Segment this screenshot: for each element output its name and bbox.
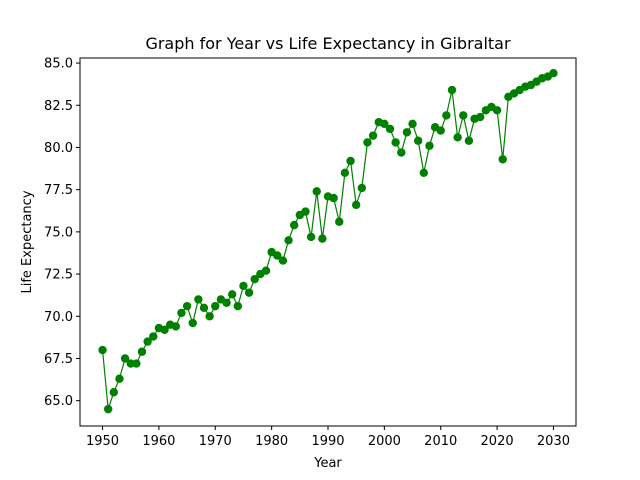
- data-point: [188, 318, 197, 328]
- data-point: [227, 290, 237, 299]
- data-point: [425, 141, 434, 150]
- data-point: [182, 301, 192, 311]
- data-point: [329, 193, 338, 203]
- data-point: [475, 112, 485, 122]
- x-axis: 1950 1960 1970 1980 1990 2000 2010 2020 2030: [86, 426, 570, 449]
- x-axis-label: Year: [313, 456, 342, 471]
- y-tick-label: 72.5: [44, 268, 73, 283]
- data-point: [115, 374, 124, 383]
- data-point: [143, 337, 152, 346]
- data-point: [301, 207, 310, 216]
- data-point: [312, 187, 321, 196]
- data-point: [436, 126, 445, 135]
- data-point: [397, 148, 406, 157]
- data-point: [244, 288, 254, 297]
- data-point: [402, 128, 412, 137]
- data-point: [419, 168, 429, 177]
- data-point: [132, 359, 141, 368]
- x-tick-label: 1990: [311, 434, 344, 449]
- data-point: [391, 138, 400, 147]
- data-point: [385, 124, 395, 134]
- data-point: [289, 220, 299, 230]
- y-tick-label: 70.0: [44, 310, 73, 325]
- data-point: [177, 308, 186, 318]
- data-point: [459, 111, 468, 120]
- data-point: [380, 119, 389, 129]
- data-point: [171, 322, 181, 331]
- data-point: [211, 301, 220, 311]
- y-tick-label: 80.0: [44, 141, 73, 156]
- y-tick-label: 75.0: [44, 225, 73, 240]
- data-point: [453, 133, 462, 142]
- data-point: [284, 236, 293, 245]
- data-point: [239, 281, 248, 291]
- data-point: [273, 251, 282, 260]
- data-point: [222, 298, 231, 307]
- data-point: [205, 312, 214, 321]
- plot-area: [79, 57, 577, 427]
- x-tick-label: 1960: [142, 434, 175, 449]
- x-tick-label: 2020: [481, 434, 514, 449]
- data-points: [98, 68, 558, 414]
- data-point: [120, 354, 130, 363]
- data-point: [408, 119, 417, 129]
- y-tick-label: 85.0: [44, 57, 73, 72]
- data-point: [261, 266, 271, 275]
- data-point: [98, 345, 107, 355]
- data-point: [498, 155, 507, 164]
- x-tick-label: 2010: [424, 434, 457, 449]
- data-point: [109, 388, 119, 397]
- chart-title: Graph for Year vs Life Expectancy in Gib…: [145, 34, 511, 53]
- data-point: [447, 85, 457, 95]
- y-tick-label: 82.5: [44, 99, 73, 114]
- data-point: [368, 131, 378, 140]
- y-axis: 65.0 67.5 70.0 72.5 75.0 77.5 80.0 82.5 85.0: [44, 57, 80, 409]
- data-point: [357, 183, 367, 193]
- data-point: [103, 404, 113, 414]
- data-point: [351, 200, 361, 210]
- data-point: [194, 295, 203, 304]
- data-point: [278, 256, 288, 265]
- data-point: [549, 68, 558, 78]
- series-line: [101, 72, 554, 410]
- data-point: [363, 138, 372, 147]
- data-point: [149, 332, 158, 341]
- x-tick-label: 1950: [86, 434, 119, 449]
- data-point: [250, 274, 259, 284]
- data-point: [346, 156, 355, 166]
- y-tick-label: 65.0: [44, 394, 73, 409]
- data-point: [340, 168, 350, 177]
- y-axis-label: Life Expectancy: [20, 190, 35, 293]
- data-point: [442, 111, 451, 120]
- x-tick-label: 2000: [368, 434, 401, 449]
- data-point: [464, 136, 474, 145]
- data-point: [318, 234, 327, 243]
- data-point: [160, 325, 169, 334]
- data-point: [233, 301, 243, 311]
- x-tick-label: 1980: [255, 434, 288, 449]
- data-point: [137, 347, 147, 356]
- y-tick-label: 77.5: [44, 183, 73, 198]
- y-tick-label: 67.5: [44, 352, 73, 367]
- data-point: [335, 217, 344, 226]
- data-point: [199, 303, 209, 313]
- x-tick-label: 1970: [199, 434, 232, 449]
- data-point: [306, 232, 316, 242]
- data-point: [413, 136, 423, 145]
- x-tick-label: 2030: [537, 434, 570, 449]
- data-point: [492, 106, 502, 115]
